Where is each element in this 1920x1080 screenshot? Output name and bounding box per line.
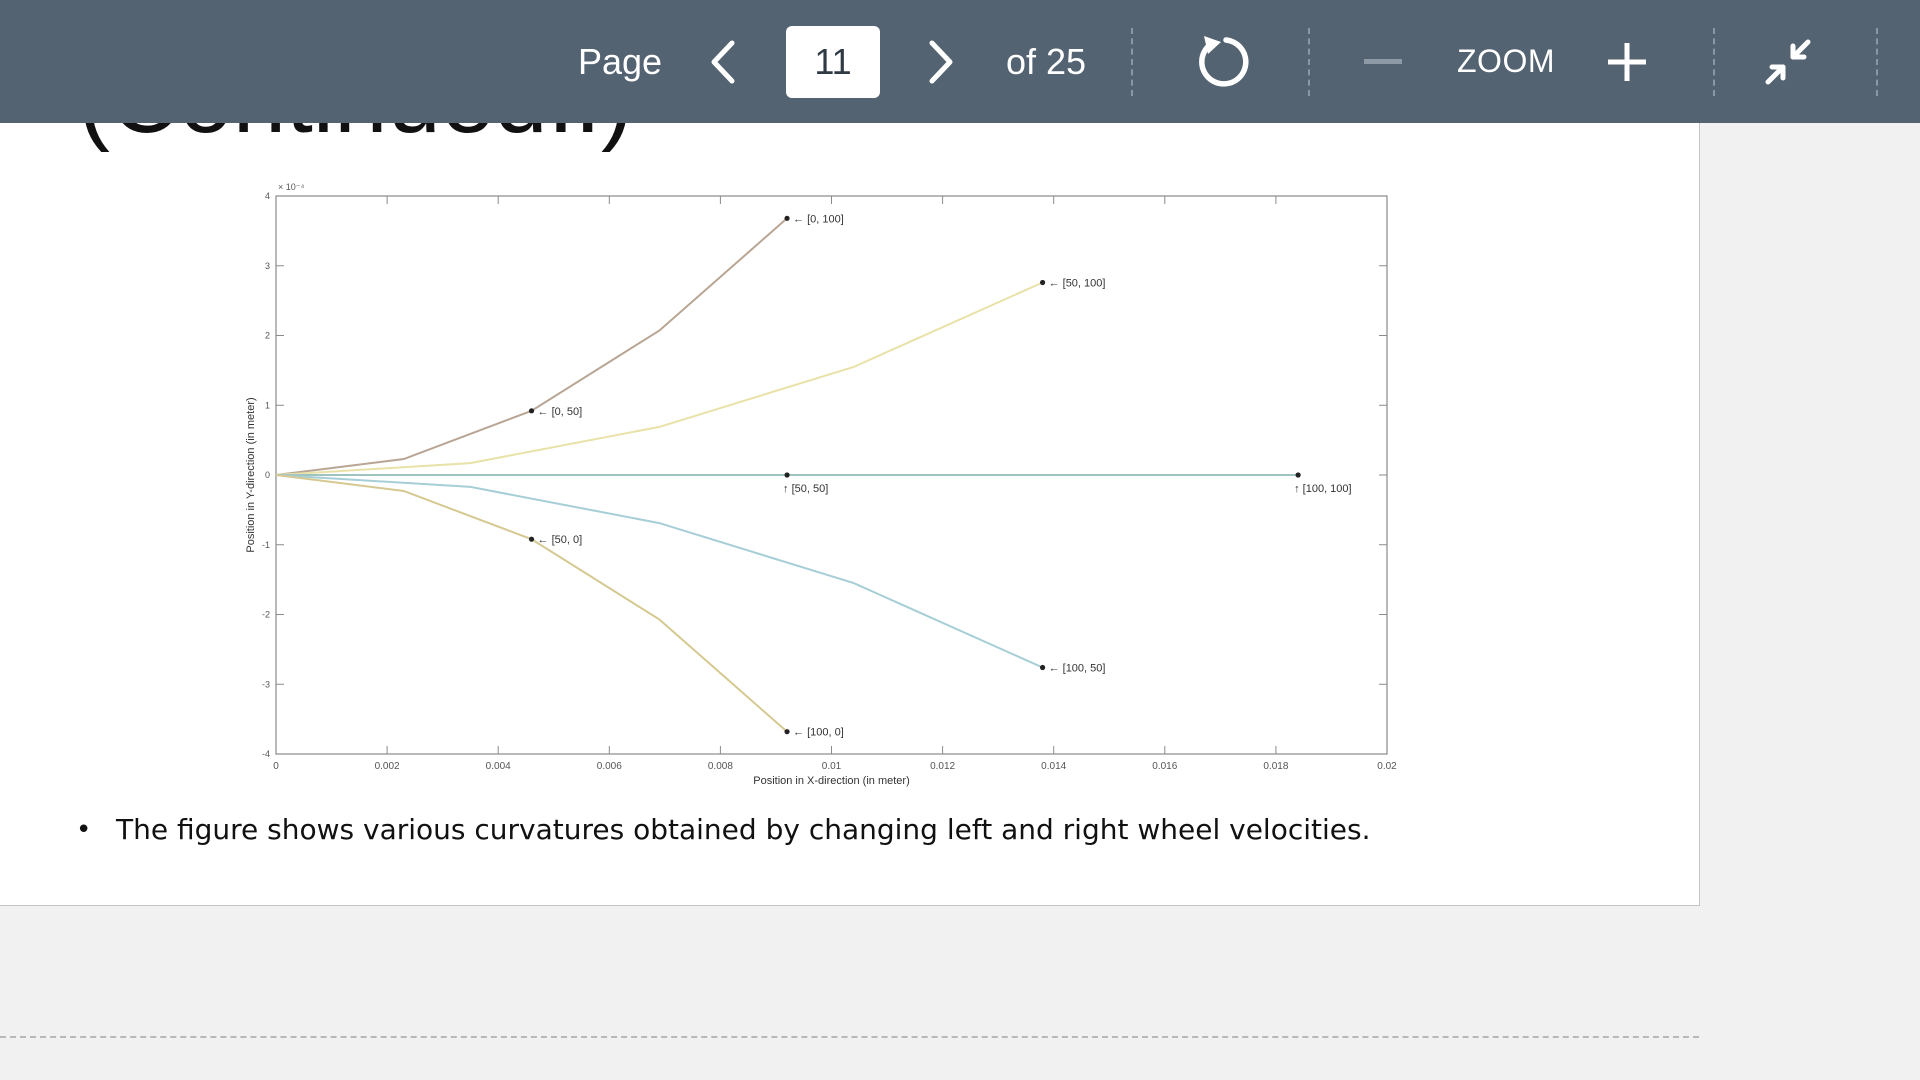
bullet-icon: •	[76, 814, 92, 845]
zoom-out-button[interactable]	[1360, 0, 1406, 123]
exit-fullscreen-button[interactable]	[1762, 0, 1814, 123]
previous-page-button[interactable]	[700, 0, 746, 123]
chart-svg: 0 0.002 0.004 0.006 0.008 0.01 0.012 0.014 0.016…	[245, 182, 1397, 787]
y-tick-label: 0	[265, 470, 270, 480]
y-scale-label: × 10⁻⁴	[278, 182, 305, 192]
exit-fullscreen-icon	[1765, 39, 1811, 84]
page-total-label: of 25	[1005, 40, 1087, 82]
data-point	[528, 536, 535, 542]
y-tick-label: 4	[265, 191, 270, 201]
data-point	[1039, 664, 1046, 671]
y-tick-label: -3	[262, 679, 270, 689]
series-line	[275, 281, 1044, 476]
y-tick-label: -2	[262, 610, 270, 620]
y-tick-label: -1	[262, 540, 270, 550]
data-label: ← [0, 100]	[793, 213, 844, 225]
x-tick-label: 0.014	[1041, 761, 1066, 772]
data-label: ↑ [50, 50]	[783, 483, 828, 495]
y-tick-label: 3	[265, 261, 270, 271]
toolbar-divider	[1876, 28, 1878, 96]
data-label: ← [0, 50]	[538, 406, 583, 418]
x-tick-label: 0.012	[930, 761, 955, 772]
x-tick-label: 0.002	[375, 761, 400, 772]
page-number-input[interactable]	[786, 26, 880, 98]
data-label: ← [100, 50]	[1049, 663, 1106, 675]
data-label: ← [100, 0]	[793, 727, 844, 739]
data-point	[528, 408, 535, 414]
chevron-right-icon	[929, 40, 953, 83]
document-page: (Continued..) 00.0020.0040.0060.0080.010…	[0, 0, 1700, 906]
x-tick-label: 0.01	[822, 761, 842, 772]
data-point	[784, 729, 790, 735]
data-point	[784, 215, 790, 221]
x-tick-label: 0.016	[1152, 761, 1177, 772]
y-tick-label: -4	[262, 749, 270, 759]
data-label: ← [50, 0]	[538, 534, 583, 546]
minus-icon	[1364, 58, 1402, 64]
x-tick-label: 0.008	[708, 761, 733, 772]
rotate-icon	[1199, 35, 1249, 87]
x-tick-label: 0.006	[597, 761, 622, 772]
zoom-in-button[interactable]	[1604, 0, 1650, 123]
rotate-button[interactable]	[1190, 0, 1254, 123]
bullet-text: The figure shows various curvatures obta…	[116, 813, 1371, 846]
x-tick-label: 0	[273, 761, 279, 772]
y-axis-label: Position in Y-direction (in meter)	[245, 397, 257, 552]
data-point	[1039, 279, 1046, 286]
x-axis-label: Position in X-direction (in meter)	[753, 775, 910, 787]
next-page-button[interactable]	[918, 0, 964, 123]
y-tick-label: 2	[265, 331, 270, 341]
bullet-item: • The figure shows various curvatures ob…	[76, 813, 1371, 846]
data-label: ↑ [100, 100]	[1294, 483, 1352, 495]
x-tick-label: 0.004	[486, 761, 511, 772]
plus-icon	[1608, 42, 1646, 81]
viewer-toolbar: Page of 25 ZOOM	[0, 0, 1920, 123]
x-tick-label: 0.02	[1377, 761, 1397, 772]
data-label: ← [50, 100]	[1049, 277, 1106, 289]
data-point	[784, 472, 790, 478]
chevron-left-icon	[711, 40, 735, 83]
toolbar-divider	[1131, 28, 1133, 96]
toolbar-divider	[1308, 28, 1310, 96]
page-label: Page	[577, 40, 663, 82]
zoom-label: ZOOM	[1457, 43, 1555, 79]
series-line	[275, 474, 1044, 669]
y-tick-label: 1	[265, 400, 270, 410]
page-separator	[0, 1036, 1699, 1038]
trajectory-chart: 0 0.002 0.004 0.006 0.008 0.01 0.012 0.014 0.016…	[236, 174, 1406, 794]
toolbar-divider	[1713, 28, 1715, 96]
x-tick-label: 0.018	[1263, 761, 1288, 772]
data-point	[1295, 472, 1301, 478]
